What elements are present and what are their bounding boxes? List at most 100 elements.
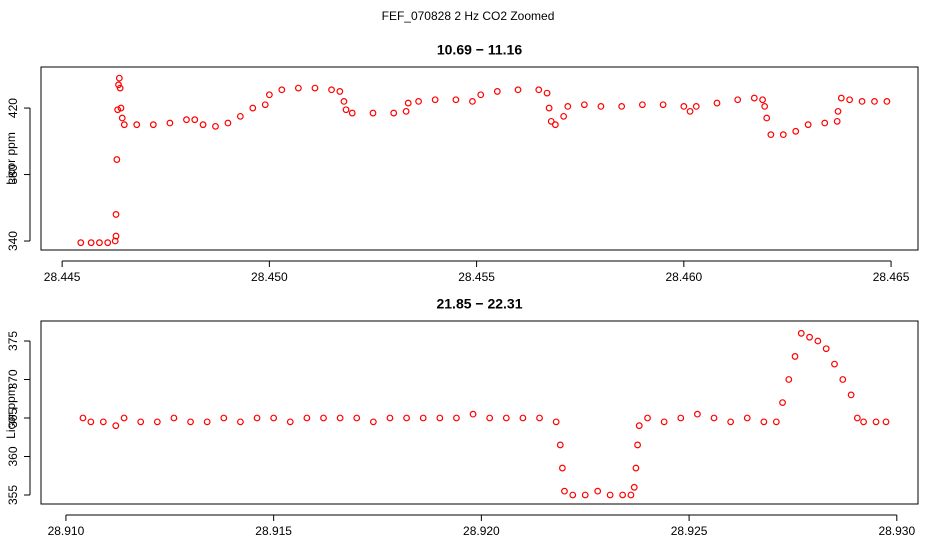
data-point — [871, 98, 878, 105]
y-tick-label: 340 — [6, 231, 20, 251]
data-point — [87, 418, 95, 426]
data-point — [79, 414, 87, 422]
data-point — [779, 131, 787, 139]
data-point — [402, 107, 410, 115]
data-point — [404, 99, 412, 107]
data-point — [115, 74, 123, 82]
data-point — [561, 487, 568, 495]
data-point — [552, 418, 560, 426]
data-point — [547, 117, 555, 125]
data-point — [659, 101, 667, 109]
data-point — [183, 116, 190, 124]
plot-box — [40, 320, 919, 505]
data-point — [253, 414, 261, 422]
y-tick-label: 380 — [6, 164, 20, 184]
data-point — [294, 84, 302, 92]
data-point — [837, 94, 845, 102]
y-tick-label: 365 — [6, 408, 20, 428]
data-point — [779, 399, 786, 407]
data-point — [883, 98, 891, 105]
data-point — [860, 418, 867, 426]
x-tick-label: 28.930 — [878, 524, 915, 538]
data-point — [286, 418, 294, 426]
data-point — [560, 112, 568, 120]
data-point — [632, 464, 640, 472]
data-point — [278, 86, 286, 94]
y-tick-label: 370 — [6, 369, 20, 389]
data-point — [170, 414, 178, 422]
data-point — [191, 116, 199, 124]
data-point — [87, 239, 95, 247]
data-point — [882, 418, 890, 426]
data-point — [431, 96, 439, 104]
x-tick-label: 28.910 — [48, 524, 85, 538]
data-point — [734, 96, 742, 104]
data-point — [847, 391, 855, 399]
data-point — [677, 414, 685, 422]
data-point — [785, 376, 793, 383]
data-point — [118, 114, 126, 122]
data-point — [270, 414, 278, 422]
panel: 10.69 − 11.16 Licor ppm 28.445 28.450 28.455… — [4, 42, 919, 284]
data-point — [153, 418, 161, 426]
data-point — [237, 418, 244, 426]
data-point — [760, 418, 768, 426]
data-point — [535, 86, 543, 94]
x-tick-label: 28.465 — [873, 270, 910, 284]
data-point — [187, 418, 194, 426]
data-point — [634, 441, 641, 449]
data-point — [545, 104, 553, 112]
x-tick-label: 28.925 — [671, 524, 708, 538]
x-tick-label: 28.445 — [44, 270, 81, 284]
data-point — [630, 483, 638, 491]
data-point — [336, 88, 344, 95]
data-point — [96, 239, 103, 247]
x-tick-label: 28.915 — [255, 524, 292, 538]
data-point — [519, 414, 527, 422]
panel-title: 10.69 − 11.16 — [437, 42, 522, 58]
data-point — [133, 121, 141, 129]
data-point — [336, 414, 344, 422]
data-point — [580, 101, 588, 109]
data-point — [493, 88, 501, 95]
data-point — [99, 418, 107, 426]
data-point — [386, 414, 394, 422]
data-point — [831, 360, 838, 368]
data-point — [581, 491, 589, 499]
data-point — [104, 239, 112, 247]
data-point — [224, 119, 232, 127]
data-point — [804, 121, 812, 129]
y-tick-label: 360 — [6, 446, 20, 466]
data-point — [419, 414, 427, 422]
data-point — [821, 119, 829, 127]
data-point — [556, 441, 564, 449]
data-point — [113, 156, 121, 163]
data-point — [693, 410, 701, 418]
data-point — [320, 414, 327, 422]
data-point — [767, 131, 775, 139]
data-point — [261, 101, 269, 109]
data-point — [77, 239, 85, 247]
data-point — [342, 106, 350, 114]
data-point — [486, 414, 494, 422]
data-point — [727, 418, 735, 426]
data-point — [853, 414, 861, 422]
data-point — [469, 98, 476, 105]
data-point — [713, 99, 721, 107]
data-point — [112, 422, 120, 430]
data-point — [112, 211, 120, 218]
data-point — [436, 414, 444, 422]
data-point — [858, 98, 866, 105]
data-point — [452, 96, 460, 104]
data-point — [116, 84, 124, 92]
data-point — [644, 414, 651, 422]
data-point — [822, 345, 830, 353]
data-point — [606, 491, 614, 499]
data-point — [502, 414, 510, 422]
data-point — [120, 414, 128, 422]
data-point — [369, 109, 377, 117]
y-tick-label: 420 — [6, 98, 20, 118]
data-point — [846, 96, 854, 104]
data-point — [415, 98, 422, 105]
